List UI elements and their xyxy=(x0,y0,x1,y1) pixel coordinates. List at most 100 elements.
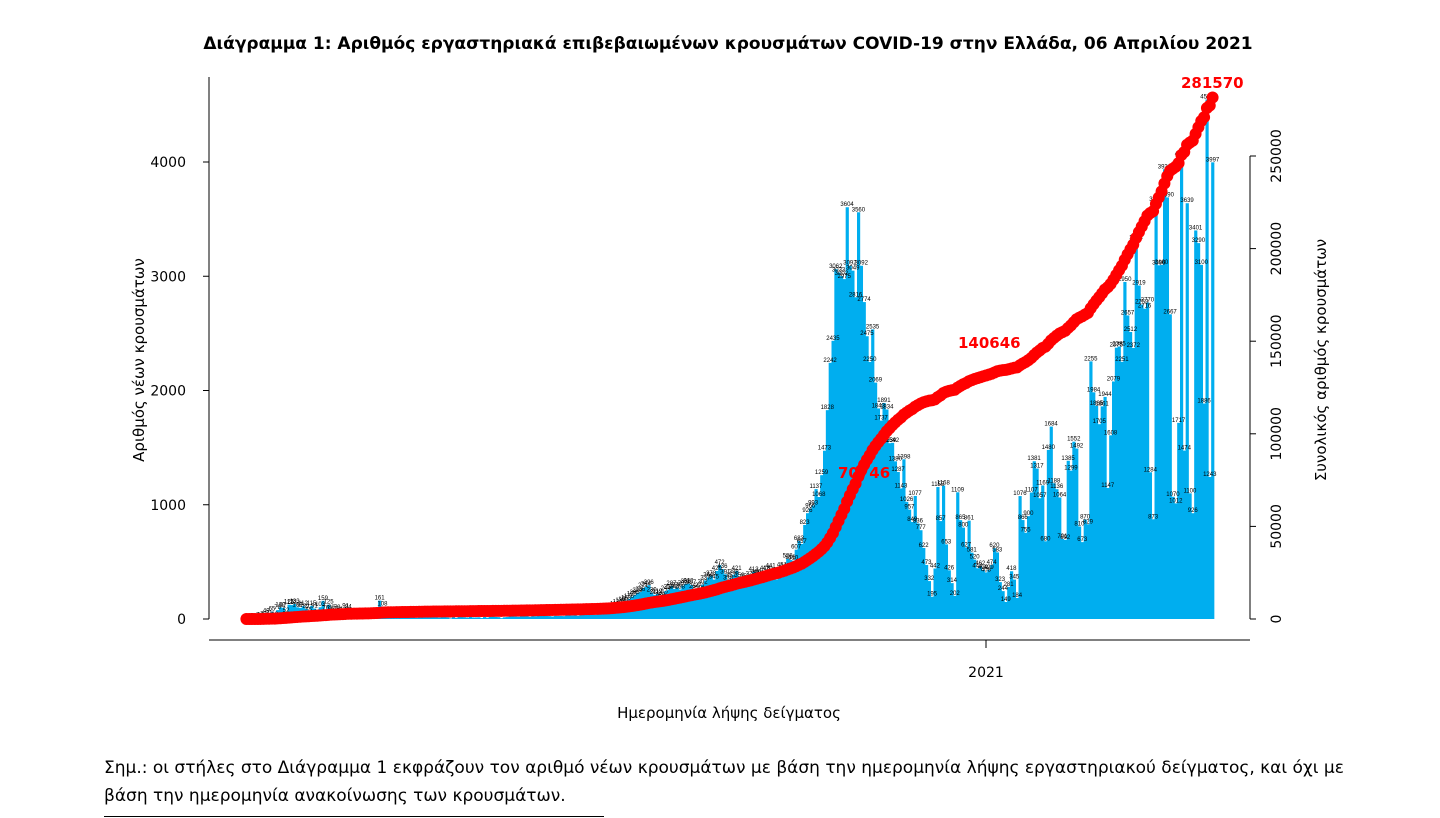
bar xyxy=(930,596,934,619)
bar xyxy=(919,530,923,619)
bar-value-label: 125 xyxy=(284,600,295,606)
bar-value-label: 2950 xyxy=(1118,277,1132,283)
bar-value-label: 1834 xyxy=(880,404,894,410)
bar xyxy=(1038,498,1042,619)
bar xyxy=(916,523,920,619)
bar-value-label: 2242 xyxy=(823,358,837,364)
bar xyxy=(823,450,827,619)
bar xyxy=(480,618,484,619)
bar-value-label: 1398 xyxy=(897,454,911,460)
bar xyxy=(1151,519,1155,619)
bar-value-label: 866 xyxy=(1018,515,1029,521)
bar xyxy=(950,583,954,619)
bar xyxy=(536,615,541,619)
bar xyxy=(695,590,699,619)
y-tick-label: 2000 xyxy=(150,384,186,400)
bar xyxy=(998,582,1002,619)
bar xyxy=(828,362,832,619)
bar-value-label: 3092 xyxy=(855,261,869,267)
bar-value-label: 1552 xyxy=(1067,437,1081,443)
bar xyxy=(885,409,889,619)
bar-value-label: 390 xyxy=(751,569,762,575)
bar-value-label: 1188 xyxy=(1047,478,1061,484)
bar-value-label: 3997 xyxy=(1206,157,1220,163)
bar xyxy=(1097,424,1102,619)
bar xyxy=(1163,169,1167,619)
bar xyxy=(709,575,713,619)
bar xyxy=(689,585,694,619)
bar-value-label: 1169 xyxy=(1036,480,1050,486)
bar xyxy=(468,616,473,619)
bar-value-label: 777 xyxy=(916,525,927,531)
bar xyxy=(485,617,490,619)
bar-value-label: 229 xyxy=(632,588,643,594)
bar-value-label: 3002 xyxy=(835,271,849,277)
bar-value-label: 870 xyxy=(1080,515,1091,521)
bar xyxy=(590,614,594,619)
bar-value-label: 810 xyxy=(1074,521,1085,527)
bar-value-label: 3639 xyxy=(1180,198,1194,204)
bar-value-label: 442 xyxy=(930,564,941,570)
bar xyxy=(596,613,600,619)
bar xyxy=(415,617,419,619)
bar xyxy=(893,461,898,619)
bar-value-label: 276 xyxy=(672,582,683,588)
bar-value-label: 627 xyxy=(961,542,972,548)
bar-value-label: 161 xyxy=(375,596,386,602)
bar xyxy=(1078,526,1082,619)
bar xyxy=(760,576,764,619)
bar xyxy=(783,568,787,619)
bar xyxy=(548,616,552,619)
bar xyxy=(1112,381,1116,619)
bar-value-label: 2774 xyxy=(857,297,871,303)
bar-value-label: 176 xyxy=(624,594,635,600)
bar-value-label: 581 xyxy=(967,548,978,554)
y2-tick-label: 100000 xyxy=(1269,407,1285,460)
cumulative-line-layer xyxy=(240,91,1219,625)
y2-tick-label: 50000 xyxy=(1269,504,1285,549)
bar-value-label: 418 xyxy=(1006,566,1017,572)
bar xyxy=(1103,396,1107,619)
bar-value-label: 829 xyxy=(1083,519,1094,525)
bar xyxy=(559,615,563,619)
bar-value-label: 1684 xyxy=(1044,422,1058,428)
bar xyxy=(1140,304,1144,619)
bar xyxy=(1126,315,1130,619)
bar xyxy=(1027,516,1031,619)
bar-value-label: 2435 xyxy=(826,336,840,342)
bar xyxy=(1052,483,1056,619)
bar xyxy=(1143,308,1147,619)
bar-value-label: 79 xyxy=(334,605,341,611)
bar xyxy=(976,568,980,619)
note-underline xyxy=(104,816,604,817)
bar-value-label: 473 xyxy=(921,560,932,566)
bar xyxy=(981,569,985,619)
bar-value-label: 1026 xyxy=(900,497,914,503)
bar-value-label: 408 xyxy=(981,567,992,573)
bar xyxy=(1114,347,1119,619)
bar xyxy=(1069,470,1073,619)
bar xyxy=(551,616,555,619)
bar-value-label: 1299 xyxy=(1064,466,1078,472)
bar xyxy=(602,612,606,619)
x-axis-title: Ημερομηνία λήψης δείγματος xyxy=(617,704,841,722)
y-axis-title: Αριθμός νέων κρουσμάτων xyxy=(130,258,148,462)
y2-tick-label: 150000 xyxy=(1269,314,1285,367)
bar-value-label: 263 xyxy=(669,584,680,590)
axes-layer: 0 1000 2000 3000 4000 Αριθμός νέων κρουσμάτων… xyxy=(130,77,1330,722)
bar xyxy=(947,570,951,619)
bar-value-label: 308 xyxy=(681,579,692,585)
bar-value-label: 1147 xyxy=(1101,483,1115,489)
bar xyxy=(587,614,592,619)
bar xyxy=(460,617,464,619)
bar xyxy=(579,615,583,619)
bar xyxy=(1100,406,1104,619)
bar xyxy=(531,616,535,619)
y2-axis-title: Συνολικός αριθμός κρουσμάτων xyxy=(1312,239,1330,481)
bar-value-label: 1012 xyxy=(1169,498,1183,504)
bar xyxy=(1208,476,1212,619)
bar xyxy=(1041,485,1045,619)
bar-value-label: 89 xyxy=(303,604,310,610)
bar xyxy=(905,501,909,619)
bar xyxy=(944,544,949,619)
